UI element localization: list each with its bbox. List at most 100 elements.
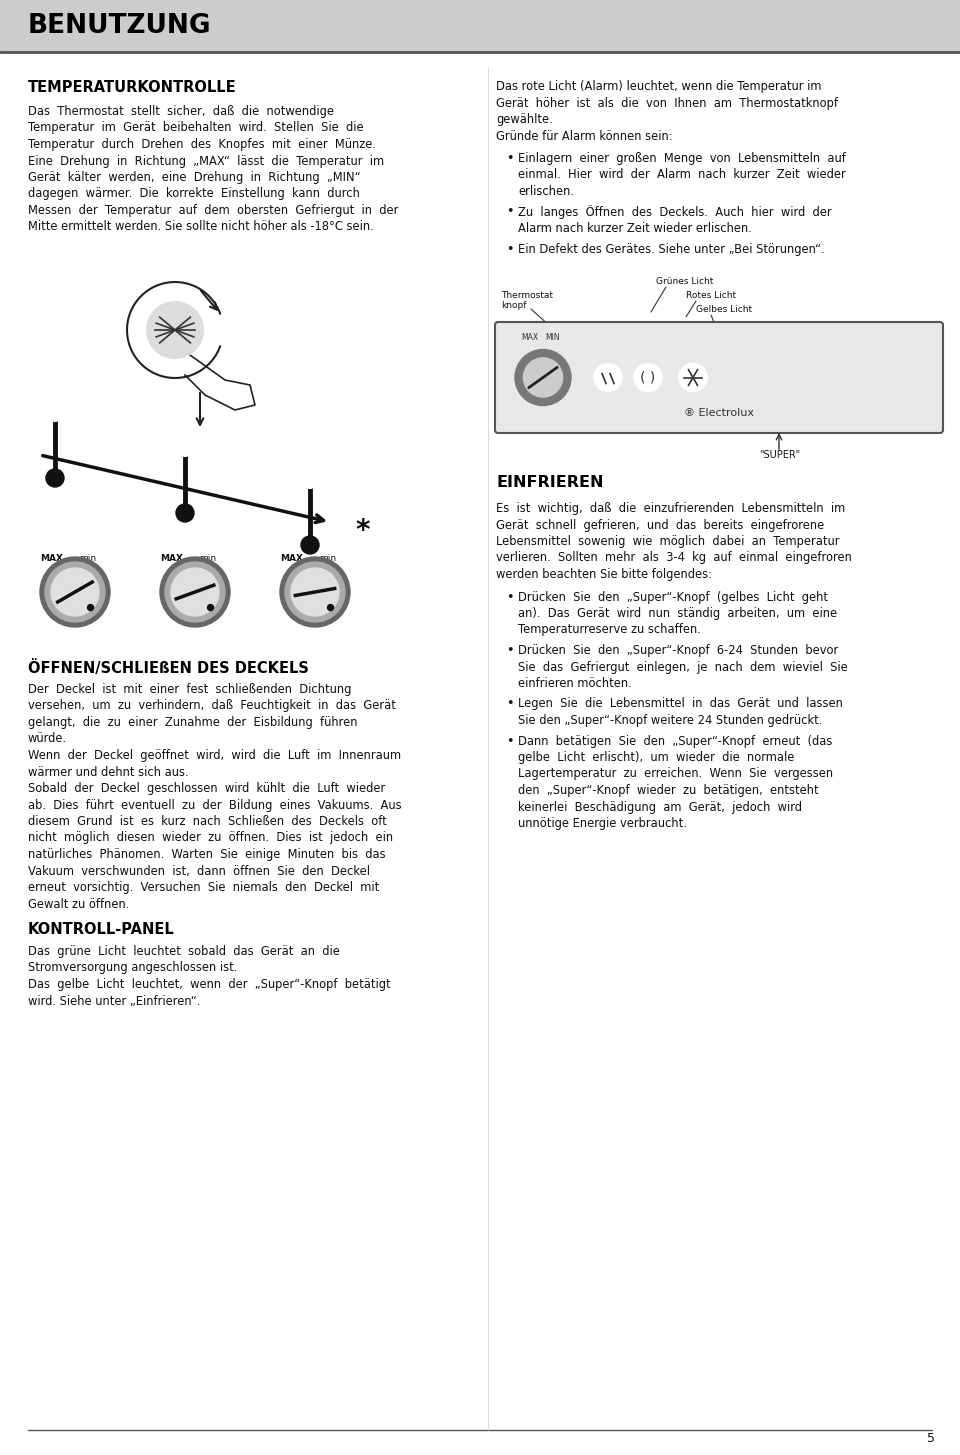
Text: Das  Thermostat  stellt  sicher,  daß  die  notwendige: Das Thermostat stellt sicher, daß die no… xyxy=(28,105,334,118)
Text: werden beachten Sie bitte folgendes:: werden beachten Sie bitte folgendes: xyxy=(496,567,712,581)
Text: Sie den „Super“-Knopf weitere 24 Stunden gedrückt.: Sie den „Super“-Knopf weitere 24 Stunden… xyxy=(518,714,823,728)
Text: unnötige Energie verbraucht.: unnötige Energie verbraucht. xyxy=(518,818,686,829)
Circle shape xyxy=(594,364,622,391)
Text: verlieren.  Sollten  mehr  als  3-4  kg  auf  einmal  eingefroren: verlieren. Sollten mehr als 3-4 kg auf e… xyxy=(496,551,852,565)
Circle shape xyxy=(301,535,319,554)
Text: Das  grüne  Licht  leuchtet  sobald  das  Gerät  an  die: Das grüne Licht leuchtet sobald das Gerä… xyxy=(28,944,340,957)
Text: nicht  möglich  diesen  wieder  zu  öffnen.  Dies  ist  jedoch  ein: nicht möglich diesen wieder zu öffnen. D… xyxy=(28,831,394,844)
Text: Gerät  schnell  gefrieren,  und  das  bereits  eingefrorene: Gerät schnell gefrieren, und das bereits… xyxy=(496,518,825,531)
Text: Drücken  Sie  den  „Super“-Knopf  6-24  Stunden  bevor: Drücken Sie den „Super“-Knopf 6-24 Stund… xyxy=(518,645,838,658)
Text: min: min xyxy=(319,554,336,563)
Circle shape xyxy=(40,557,110,627)
Text: versehen,  um  zu  verhindern,  daß  Feuchtigkeit  in  das  Gerät: versehen, um zu verhindern, daß Feuchtig… xyxy=(28,700,396,713)
Circle shape xyxy=(207,605,213,611)
Circle shape xyxy=(45,562,105,621)
Circle shape xyxy=(304,476,316,487)
FancyBboxPatch shape xyxy=(495,322,943,434)
Text: Dann  betätigen  Sie  den  „Super“-Knopf  erneut  (das: Dann betätigen Sie den „Super“-Knopf ern… xyxy=(518,735,832,748)
Text: diesem  Grund  ist  es  kurz  nach  Schließen  des  Deckels  oft: diesem Grund ist es kurz nach Schließen … xyxy=(28,815,387,828)
Bar xyxy=(0,0,960,52)
Text: Grünes Licht: Grünes Licht xyxy=(656,276,713,287)
Text: ab.  Dies  führt  eventuell  zu  der  Bildung  eines  Vakuums.  Aus: ab. Dies führt eventuell zu der Bildung … xyxy=(28,799,401,812)
Text: Legen  Sie  die  Lebensmittel  in  das  Gerät  und  lassen: Legen Sie die Lebensmittel in das Gerät … xyxy=(518,697,843,710)
Text: Rotes Licht: Rotes Licht xyxy=(686,291,736,300)
Text: dagegen  wärmer.  Die  korrekte  Einstellung  kann  durch: dagegen wärmer. Die korrekte Einstellung… xyxy=(28,188,360,201)
Text: wärmer und dehnt sich aus.: wärmer und dehnt sich aus. xyxy=(28,765,188,778)
Text: •: • xyxy=(506,243,514,256)
Circle shape xyxy=(160,557,230,627)
Text: Gerät  höher  ist  als  die  von  Ihnen  am  Thermostatknopf: Gerät höher ist als die von Ihnen am The… xyxy=(496,96,838,109)
Text: Temperatur  im  Gerät  beibehalten  wird.  Stellen  Sie  die: Temperatur im Gerät beibehalten wird. St… xyxy=(28,122,364,134)
Text: MAX: MAX xyxy=(280,554,303,563)
Circle shape xyxy=(634,364,662,391)
Text: an).  Das  Gerät  wird  nun  ständig  arbeiten,  um  eine: an). Das Gerät wird nun ständig arbeiten… xyxy=(518,607,837,620)
Text: Sobald  der  Deckel  geschlossen  wird  kühlt  die  Luft  wieder: Sobald der Deckel geschlossen wird kühlt… xyxy=(28,781,385,794)
Text: den  „Super“-Knopf  wieder  zu  betätigen,  entsteht: den „Super“-Knopf wieder zu betätigen, e… xyxy=(518,784,819,797)
Text: Temperaturreserve zu schaffen.: Temperaturreserve zu schaffen. xyxy=(518,624,701,636)
Text: Ein Defekt des Gerätes. Siehe unter „Bei Störungen“.: Ein Defekt des Gerätes. Siehe unter „Bei… xyxy=(518,243,825,256)
Text: Gewalt zu öffnen.: Gewalt zu öffnen. xyxy=(28,898,130,911)
Circle shape xyxy=(179,444,191,455)
Text: •: • xyxy=(506,735,514,748)
Text: min: min xyxy=(79,554,96,563)
Text: •: • xyxy=(506,205,514,218)
Text: Vakuum  verschwunden  ist,  dann  öffnen  Sie  den  Deckel: Vakuum verschwunden ist, dann öffnen Sie… xyxy=(28,864,370,877)
Text: Stromversorgung angeschlossen ist.: Stromversorgung angeschlossen ist. xyxy=(28,962,237,975)
Text: •: • xyxy=(506,591,514,604)
Text: natürliches  Phänomen.  Warten  Sie  einige  Minuten  bis  das: natürliches Phänomen. Warten Sie einige … xyxy=(28,848,386,861)
Text: würde.: würde. xyxy=(28,732,67,745)
Text: Das rote Licht (Alarm) leuchtet, wenn die Temperatur im: Das rote Licht (Alarm) leuchtet, wenn di… xyxy=(496,80,822,93)
Circle shape xyxy=(285,562,345,621)
Text: wird. Siehe unter „Einfrieren“.: wird. Siehe unter „Einfrieren“. xyxy=(28,995,201,1007)
Text: *: * xyxy=(355,517,370,546)
Text: gewählte.: gewählte. xyxy=(496,113,553,127)
Circle shape xyxy=(171,567,219,615)
Text: Eine  Drehung  in  Richtung  „MAX“  lässt  die  Temperatur  im: Eine Drehung in Richtung „MAX“ lässt die… xyxy=(28,154,384,167)
Text: Messen  der  Temperatur  auf  dem  obersten  Gefriergut  in  der: Messen der Temperatur auf dem obersten G… xyxy=(28,204,398,217)
Text: Thermostat
knopf: Thermostat knopf xyxy=(501,291,553,310)
Circle shape xyxy=(280,557,350,627)
Text: MAX: MAX xyxy=(521,333,539,342)
Text: Lebensmittel  sowenig  wie  möglich  dabei  an  Temperatur: Lebensmittel sowenig wie möglich dabei a… xyxy=(496,535,839,549)
Text: einfrieren möchten.: einfrieren möchten. xyxy=(518,677,632,690)
Text: Gelbes Licht: Gelbes Licht xyxy=(696,306,752,314)
Text: Drücken  Sie  den  „Super“-Knopf  (gelbes  Licht  geht: Drücken Sie den „Super“-Knopf (gelbes Li… xyxy=(518,591,828,604)
Text: keinerlei  Beschädigung  am  Gerät,  jedoch  wird: keinerlei Beschädigung am Gerät, jedoch … xyxy=(518,800,802,813)
Text: Zu  langes  Öffnen  des  Deckels.  Auch  hier  wird  der: Zu langes Öffnen des Deckels. Auch hier … xyxy=(518,205,831,220)
Circle shape xyxy=(165,562,225,621)
Text: erlischen.: erlischen. xyxy=(518,185,574,198)
Circle shape xyxy=(523,358,563,397)
Text: KONTROLL-PANEL: KONTROLL-PANEL xyxy=(28,922,175,937)
Circle shape xyxy=(176,503,194,522)
Text: BENUTZUNG: BENUTZUNG xyxy=(28,13,211,39)
Text: ( ): ( ) xyxy=(640,371,656,384)
Text: •: • xyxy=(506,151,514,164)
Text: MAX: MAX xyxy=(160,554,183,563)
Circle shape xyxy=(327,605,333,611)
Text: Lagertemperatur  zu  erreichen.  Wenn  Sie  vergessen: Lagertemperatur zu erreichen. Wenn Sie v… xyxy=(518,767,833,780)
Text: Temperatur  durch  Drehen  des  Knopfes  mit  einer  Münze.: Temperatur durch Drehen des Knopfes mit … xyxy=(28,138,376,151)
Text: Es  ist  wichtig,  daß  die  einzufrierenden  Lebensmitteln  im: Es ist wichtig, daß die einzufrierenden … xyxy=(496,502,845,515)
Text: gelbe  Licht  erlischt),  um  wieder  die  normale: gelbe Licht erlischt), um wieder die nor… xyxy=(518,751,794,764)
Circle shape xyxy=(147,303,203,358)
Text: ÖFFNEN/SCHLIEßEN DES DECKELS: ÖFFNEN/SCHLIEßEN DES DECKELS xyxy=(28,661,309,677)
Circle shape xyxy=(679,364,707,391)
Text: 5: 5 xyxy=(927,1432,935,1445)
Circle shape xyxy=(515,349,571,406)
Text: Gründe für Alarm können sein:: Gründe für Alarm können sein: xyxy=(496,129,673,143)
Text: einmal.  Hier  wird  der  Alarm  nach  kurzer  Zeit  wieder: einmal. Hier wird der Alarm nach kurzer … xyxy=(518,169,846,182)
Text: Einlagern  einer  großen  Menge  von  Lebensmitteln  auf: Einlagern einer großen Menge von Lebensm… xyxy=(518,151,846,164)
Text: MAX: MAX xyxy=(40,554,63,563)
Circle shape xyxy=(87,605,93,611)
Text: Mitte ermittelt werden. Sie sollte nicht höher als -18°C sein.: Mitte ermittelt werden. Sie sollte nicht… xyxy=(28,221,373,233)
Text: •: • xyxy=(506,645,514,658)
Text: gelangt,  die  zu  einer  Zunahme  der  Eisbildung  führen: gelangt, die zu einer Zunahme der Eisbil… xyxy=(28,716,357,729)
Circle shape xyxy=(46,469,64,487)
Text: MIN: MIN xyxy=(545,333,560,342)
Text: EINFRIEREN: EINFRIEREN xyxy=(496,474,604,490)
Text: Das  gelbe  Licht  leuchtet,  wenn  der  „Super“-Knopf  betätigt: Das gelbe Licht leuchtet, wenn der „Supe… xyxy=(28,978,391,991)
Text: •: • xyxy=(506,697,514,710)
Circle shape xyxy=(291,567,339,615)
Text: TEMPERATURKONTROLLE: TEMPERATURKONTROLLE xyxy=(28,80,236,95)
Text: Wenn  der  Deckel  geöffnet  wird,  wird  die  Luft  im  Innenraum: Wenn der Deckel geöffnet wird, wird die … xyxy=(28,749,401,762)
